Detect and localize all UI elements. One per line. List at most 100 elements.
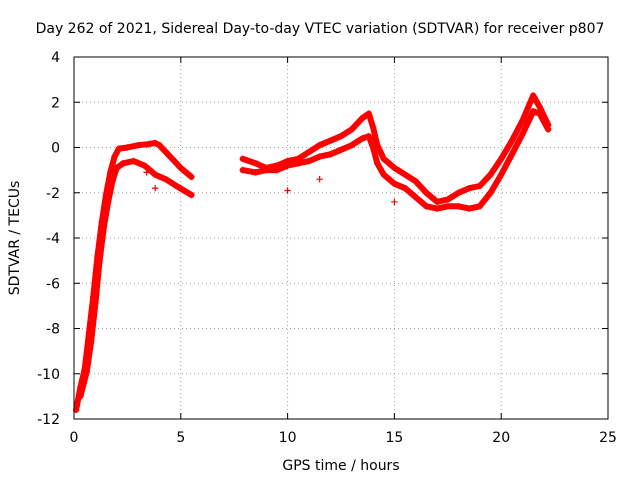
series-evening-track-A [239,92,552,205]
axes: 0 5 10 15 20 25 -12 -10 -8 -6 -4 -2 0 2 4 [37,50,617,446]
data-point [188,173,195,181]
data-point [113,164,120,172]
data-point [374,160,381,167]
data-point [380,171,387,178]
data-point [433,205,441,212]
data-point [508,137,516,144]
data-point [173,182,180,190]
x-axis-label: GPS time / hours [282,458,399,474]
data-point [519,117,526,124]
data-point [177,164,184,172]
y-tick-label: 0 [51,141,60,157]
outlier-point [391,198,398,205]
data-point [498,155,505,163]
data-point [401,171,409,178]
data-point [239,166,246,174]
series-band [77,158,195,400]
outlier-point [284,187,291,194]
data-point [141,162,148,169]
data-point [273,166,281,174]
data-point [316,153,323,160]
data-point [348,142,355,149]
data-point [433,198,441,205]
data-point [96,257,103,264]
data-point [465,185,473,192]
x-tick-label: 15 [385,430,403,446]
data-point [305,148,313,156]
y-tick-label: 2 [51,95,60,111]
data-point [337,146,345,153]
data-point [369,123,377,131]
x-tick-label: 25 [599,430,617,446]
data-point [124,144,131,151]
chart-title: Day 262 of 2021, Sidereal Day-to-day VTE… [36,21,605,37]
data-point [130,157,138,165]
data-point [487,189,494,196]
data-point [369,144,377,151]
data-point [166,153,174,160]
data-point [519,130,526,138]
data-point [92,300,99,307]
y-axis-label: SDTVAR / TECUs [7,181,23,296]
data-point [412,194,419,201]
x-tick-label: 20 [492,430,510,446]
data-point [455,189,462,196]
data-point [327,137,334,144]
data-point [487,171,494,178]
y-tick-label: 4 [51,50,60,66]
outlier-point [316,175,323,183]
data-point [348,126,355,133]
outlier-points [143,169,398,205]
data-point [145,140,152,148]
y-tick-label: -12 [37,412,60,428]
data-point [391,164,398,172]
x-tick-label: 5 [176,430,185,446]
y-tick-label: -2 [46,186,60,202]
data-point [544,126,552,133]
data-point [284,162,291,169]
data-point [252,160,259,167]
data-point [359,114,366,122]
x-tick-label: 10 [279,430,297,446]
data-point [530,92,537,99]
data-point [239,155,246,163]
data-point [162,175,170,183]
series-lower-track [77,157,195,400]
data-point [476,203,484,210]
data-point [111,153,118,160]
y-tick-label: -10 [37,367,60,383]
data-point [109,178,116,185]
outlier-point [151,185,159,192]
data-point [536,103,543,110]
y-tick-label: -4 [46,231,60,247]
data-point [391,180,398,187]
data-point [295,160,302,167]
data-point [83,368,91,375]
data-point [134,142,142,149]
data-point [423,203,430,210]
data-point [530,108,537,115]
data-point [444,203,451,210]
series-evening-track-B [239,108,552,212]
data-point [252,169,259,176]
data-point [104,198,112,205]
data-point [188,191,195,199]
x-tick-label: 0 [70,430,79,446]
data-point [412,178,419,185]
data-point [337,132,345,140]
data-point [263,166,270,174]
data-point [156,142,163,149]
data-point [508,151,516,158]
data-point [455,203,462,210]
data-point [365,132,372,140]
data-point [498,171,505,178]
data-point [151,139,159,147]
data-point [476,182,484,190]
data-series [72,92,552,414]
data-point [316,142,323,149]
data-point [444,196,451,203]
data-point [536,110,543,117]
data-point [305,157,313,165]
